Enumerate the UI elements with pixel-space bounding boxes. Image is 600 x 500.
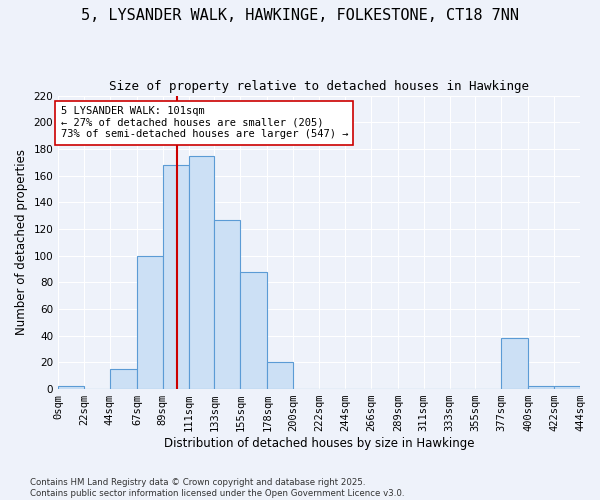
Bar <box>188 156 214 389</box>
Bar <box>268 362 293 389</box>
Title: Size of property relative to detached houses in Hawkinge: Size of property relative to detached ho… <box>109 80 529 93</box>
Text: 5, LYSANDER WALK, HAWKINGE, FOLKESTONE, CT18 7NN: 5, LYSANDER WALK, HAWKINGE, FOLKESTONE, … <box>81 8 519 22</box>
Bar <box>137 256 163 389</box>
Bar <box>163 165 188 389</box>
X-axis label: Distribution of detached houses by size in Hawkinge: Distribution of detached houses by size … <box>164 437 475 450</box>
Bar <box>110 369 137 389</box>
Text: 5 LYSANDER WALK: 101sqm
← 27% of detached houses are smaller (205)
73% of semi-d: 5 LYSANDER WALK: 101sqm ← 27% of detache… <box>61 106 348 140</box>
Bar <box>528 386 554 389</box>
Bar <box>214 220 241 389</box>
Y-axis label: Number of detached properties: Number of detached properties <box>15 150 28 336</box>
Bar <box>241 272 268 389</box>
Bar <box>554 386 580 389</box>
Text: Contains HM Land Registry data © Crown copyright and database right 2025.
Contai: Contains HM Land Registry data © Crown c… <box>30 478 404 498</box>
Bar <box>501 338 528 389</box>
Bar <box>58 386 84 389</box>
